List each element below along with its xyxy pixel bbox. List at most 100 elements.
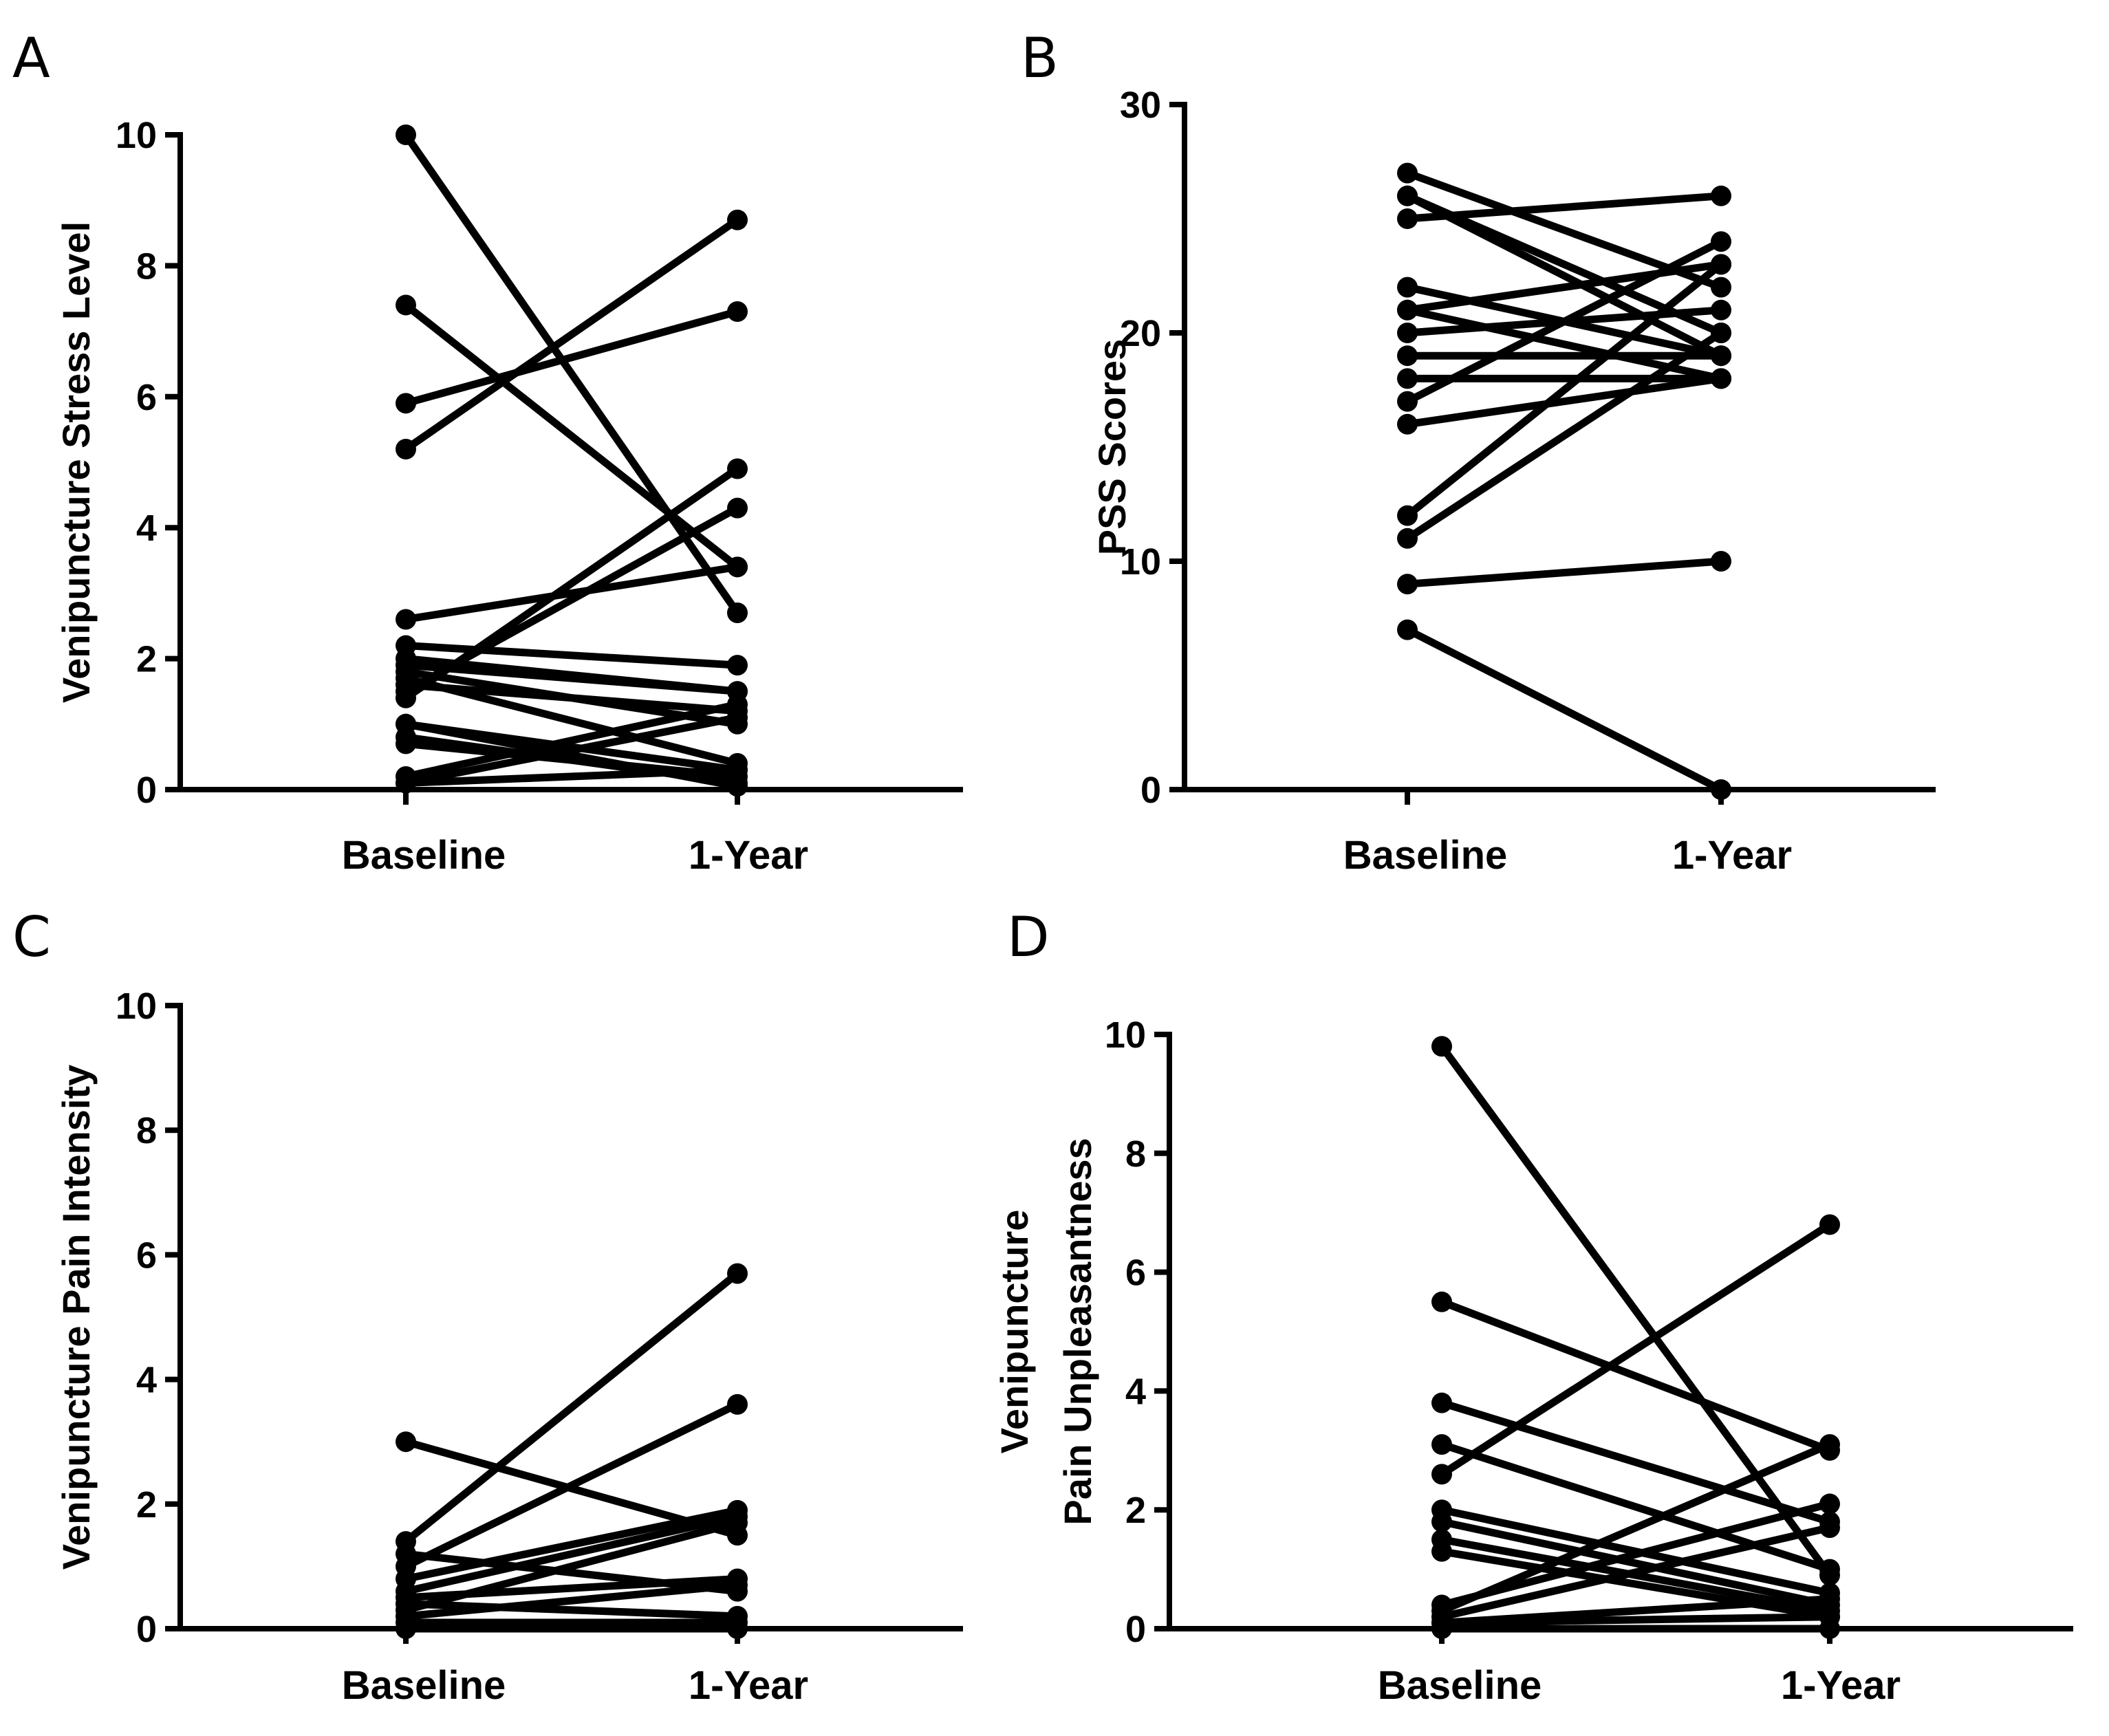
panel-a-one-year-point [727,497,748,519]
panel-d-one-year-point [1819,1588,1840,1609]
panel-b-series-line [1403,192,1725,223]
panel-d-baseline-point [1431,1541,1452,1562]
panel-a-series-line [402,563,742,623]
panel-d-one-year-point [1819,1434,1840,1455]
panel-d-points [1431,1036,1840,1639]
panel-d-ytick-label: 6 [1125,1252,1146,1294]
panel-b-series-line [1403,237,1725,406]
panel-a-category-label: Baseline [342,833,506,878]
panel-c: C 0 2 4 6 8 10 Baseline 1-Year Venipuncture Pa… [12,905,963,1708]
panel-b-one-year-point [1711,299,1731,321]
panel-b-one-year-point [1711,185,1731,206]
panel-d-series-line [1438,1042,1834,1579]
panel-c-xlabels: Baseline 1-Year [342,1629,808,1708]
panel-b-baseline-point [1397,505,1418,526]
panel-c-ytick-label: 0 [136,1609,157,1650]
panel-b-one-year-point [1711,368,1731,389]
panel-a: A 0 2 4 6 8 10 Baseline 1-Year Venipuncture St… [12,26,963,878]
panel-a-axes [177,132,963,792]
panel-d-series-line [1438,1500,1834,1609]
panel-c-one-year-point [727,1393,748,1415]
panel-d-y-axis-title: Venipuncture [993,1210,1036,1454]
panel-d-xlabels: Baseline 1-Year [1378,1629,1901,1708]
panel-d-letter: D [1007,905,1050,969]
panel-a-baseline-point [396,294,416,316]
panel-a-baseline-point [396,733,416,755]
panel-c-series-line [402,1581,742,1620]
panel-b-baseline-point [1397,368,1418,389]
panel-b-one-year-point [1711,551,1731,572]
panel-b-series-line [1403,306,1725,382]
panel-b-baseline-point [1397,345,1418,367]
panel-d-series-line [1438,1523,1834,1621]
panel-b-category-label: 1-Year [1672,833,1792,878]
panel-b-letter: B [1021,26,1059,90]
panel-c-y-axis-title: Venipuncture Pain Intensity [54,1065,98,1570]
panel-b-ytitle: PSS Scores [1090,339,1134,555]
panel-a-points [396,124,748,797]
panel-b-baseline-point [1397,323,1418,343]
panel-d-yticks: 0 2 4 6 8 10 [1105,1015,1169,1650]
panel-a-one-year-point [727,602,748,623]
panel-a-series-line [402,713,742,787]
panel-a-category-label: 1-Year [689,833,808,878]
panel-a-y-axis-title: Venipuncture Stress Level [54,221,98,703]
panel-a-series-line [402,216,742,453]
panel-a-series-line [402,504,742,695]
panel-c-ytick-label: 10 [116,986,157,1027]
panel-c-ytick-label: 2 [136,1484,157,1526]
panel-d-ytitle: Venipuncture Pain Unpleasantness [993,1138,1099,1525]
panel-d-series-line [1438,1399,1834,1526]
panel-a-series-line [402,307,742,407]
panel-a-ytick-label: 6 [136,377,157,418]
panel-d-ytick-label: 8 [1125,1133,1146,1175]
panel-b-baseline-point [1397,391,1418,412]
panel-d-one-year-point [1819,1493,1840,1515]
panel-a-ytick-label: 2 [136,639,157,680]
panel-b-points [1397,162,1731,800]
panel-b-series-line [1403,192,1725,360]
panel-d-y-axis-title: Pain Unpleasantness [1056,1138,1099,1525]
panel-b-one-year-point [1711,345,1731,367]
panel-c-category-label: 1-Year [689,1663,808,1708]
panel-d-category-label: 1-Year [1781,1663,1901,1708]
panel-a-baseline-point [396,681,416,702]
panel-d-series-line [1438,1220,1834,1478]
panel-a-ytick-label: 10 [116,115,157,156]
panel-d-one-year-point [1819,1214,1840,1235]
panel-b-baseline-point [1397,528,1418,549]
panel-c-series-line [402,1400,742,1570]
panel-c-series-line [402,1512,742,1596]
panel-b-baseline-point [1397,574,1418,595]
panel-b-baseline-point [1397,208,1418,229]
panel-a-one-year-point [727,759,748,781]
panel-c-series-line [402,1519,742,1614]
panel-b-baseline-point [1397,162,1418,184]
panel-d-baseline-point [1431,1392,1452,1413]
panel-d-ytick-label: 10 [1105,1015,1146,1056]
panel-a-ytick-label: 0 [136,770,157,811]
panel-a-baseline-point [396,124,416,145]
panel-a-ytick-label: 4 [136,508,157,549]
panel-b-ytick-label: 30 [1120,85,1161,126]
panel-a-one-year-point [727,301,748,323]
panel-a-series-line [402,301,742,571]
panel-d: D 0 2 4 6 8 10 Baseline 1-Year Venipuncture Pai… [993,905,2073,1708]
panel-c-axes [177,1003,963,1631]
panel-c-ytick-label: 6 [136,1235,157,1276]
panel-b-baseline-point [1397,413,1418,435]
panel-a-one-year-point [727,556,748,578]
panel-d-one-year-point [1819,1559,1840,1580]
panel-a-series-line [402,131,742,617]
panel-a-one-year-point [727,209,748,230]
panel-a-series-line [402,681,742,715]
panel-a-series-line [402,700,742,781]
panel-d-category-label: Baseline [1378,1663,1542,1708]
panel-c-series-line [402,1600,742,1620]
panel-b-one-year-point [1711,231,1731,252]
panel-b-category-label: Baseline [1343,833,1508,878]
panel-c-category-label: Baseline [342,1663,506,1708]
panel-c-letter: C [12,905,51,969]
panel-a-one-year-point [727,707,748,728]
